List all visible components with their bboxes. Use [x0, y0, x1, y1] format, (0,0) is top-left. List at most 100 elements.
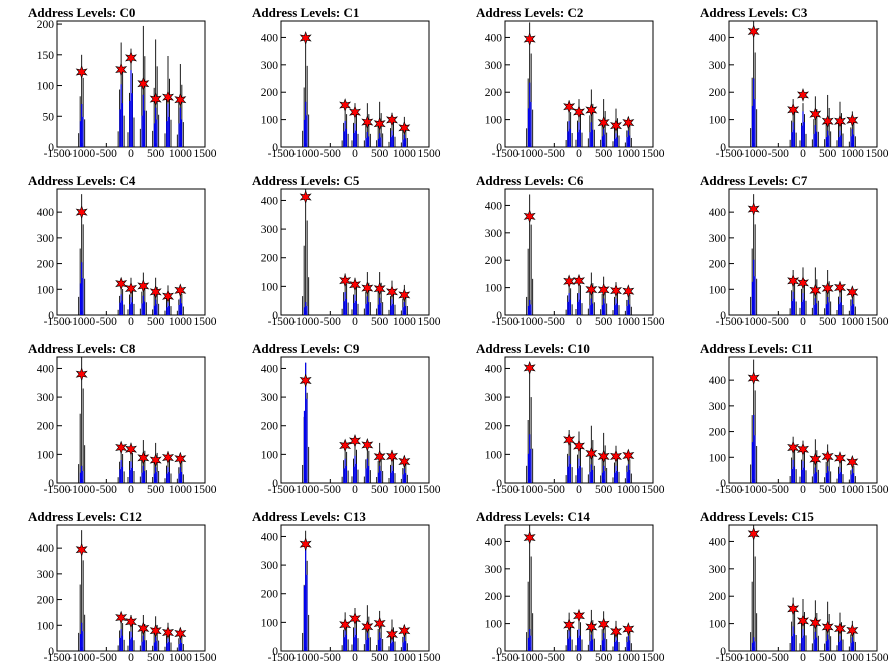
panel-title: Address Levels: C3	[700, 5, 808, 20]
histogram-svg: 0 100 200 300 400 -1500-1000 -500 0 500 1000 1500	[709, 20, 889, 160]
x-tick-label: 1500	[418, 652, 441, 664]
star-marker	[75, 367, 88, 382]
star-marker	[115, 610, 128, 625]
histogram-panel: Address Levels: C14 0 100 200 300 400 -1500 -10…	[448, 504, 672, 672]
star-marker	[834, 114, 846, 129]
x-tick-label: -1000	[292, 148, 319, 160]
star-marker	[349, 105, 361, 120]
x-tick-label: 500	[371, 316, 389, 328]
y-tick-label: 200	[261, 421, 279, 433]
star-marker	[585, 103, 598, 117]
y-tick-label: 0	[48, 142, 54, 154]
x-tick-label: 0	[576, 484, 582, 496]
star-marker	[834, 280, 846, 295]
x-tick-label: 1000	[169, 484, 192, 496]
star-marker	[339, 98, 352, 113]
x-tick-label: -500	[768, 484, 789, 496]
y-tick-label: 0	[48, 478, 54, 490]
x-tick-label: -500	[320, 148, 341, 160]
histogram-panel: Address Levels: C15 0 100 200 300 400 -1500 -10…	[672, 504, 896, 672]
y-tick-label: 0	[496, 310, 502, 322]
x-tick-label: 0	[800, 148, 806, 160]
star-marker	[834, 451, 846, 465]
panel-title: Address Levels: C12	[28, 509, 142, 524]
histogram-svg: 0 100 200 300 400 -1500-1000 -500 0 500 1000 1500	[261, 20, 441, 160]
x-tick-label: 1500	[866, 484, 889, 496]
star-marker	[787, 601, 800, 616]
star-marker	[809, 452, 822, 467]
star-marker	[834, 621, 846, 636]
y-tick-label: 300	[261, 224, 279, 236]
star-marker	[610, 118, 622, 133]
y-tick-label: 400	[261, 531, 279, 543]
star-marker	[563, 274, 576, 289]
x-tick-label: 1000	[841, 484, 864, 496]
y-tick-label: 0	[272, 142, 278, 154]
x-tick-label: -1000	[292, 316, 319, 328]
y-tick-label: 0	[48, 310, 54, 322]
x-tick-label: 1000	[617, 316, 640, 328]
star-marker	[174, 451, 187, 466]
y-tick-label: 400	[709, 207, 727, 219]
y-tick-label: 100	[709, 452, 727, 464]
star-marker	[162, 289, 174, 304]
x-tick-label: -1500	[492, 148, 519, 160]
x-tick-label: 0	[352, 148, 358, 160]
y-tick-label: 0	[496, 478, 502, 490]
x-tick-label: -1000	[68, 316, 95, 328]
histogram-panel: Address Levels: C10 0 100 200 300 400 -1500 -10…	[448, 336, 672, 504]
panel-title: Address Levels: C6	[476, 173, 584, 188]
star-marker	[563, 99, 576, 114]
star-marker	[349, 277, 361, 292]
star-marker	[797, 275, 809, 290]
histogram-panel: Address Levels: C11 0 100 200 300 400 -1500 -10…	[672, 336, 896, 504]
x-tick-label: -1500	[716, 148, 743, 160]
panel-title: Address Levels: C13	[252, 509, 366, 524]
y-tick-label: 300	[485, 564, 503, 576]
x-tick-label: 500	[819, 484, 837, 496]
star-marker	[398, 120, 411, 135]
x-tick-label: -500	[544, 148, 565, 160]
x-tick-label: 1500	[418, 316, 441, 328]
x-tick-label: -1000	[516, 652, 543, 664]
y-tick-label: 300	[261, 60, 279, 72]
star-marker	[149, 92, 162, 106]
x-tick-label: 1500	[194, 652, 217, 664]
star-marker	[821, 449, 834, 464]
x-tick-label: -1000	[516, 316, 543, 328]
y-tick-label: 100	[261, 115, 279, 127]
x-tick-label: 1500	[642, 148, 665, 160]
star-marker	[162, 90, 174, 105]
star-marker	[747, 24, 760, 39]
x-tick-label: 500	[147, 148, 165, 160]
star-marker	[523, 209, 536, 224]
star-marker	[573, 273, 585, 288]
star-marker	[585, 619, 598, 634]
x-tick-label: 0	[128, 652, 134, 664]
star-marker	[809, 283, 822, 298]
y-tick-label: 300	[37, 233, 55, 245]
star-marker	[573, 608, 585, 623]
star-marker	[398, 288, 411, 302]
y-tick-label: 150	[37, 50, 55, 62]
star-marker	[137, 621, 150, 636]
x-tick-label: -1500	[716, 316, 743, 328]
x-tick-label: 1000	[841, 148, 864, 160]
star-marker	[299, 373, 312, 388]
y-tick-label: 200	[709, 591, 727, 603]
y-tick-label: 400	[485, 32, 503, 44]
x-tick-label: 1000	[393, 484, 416, 496]
histogram-panel: Address Levels: C6 0 100 200 300 400 -1500 -100…	[448, 168, 672, 336]
y-tick-label: 200	[485, 421, 503, 433]
star-marker	[125, 614, 137, 629]
histogram-svg: 0 100 200 300 400 -1500-1000 -500 0 500 1000 1500	[709, 188, 889, 328]
y-tick-label: 200	[37, 595, 55, 607]
y-tick-label: 100	[261, 281, 279, 293]
star-marker	[610, 624, 622, 639]
star-marker	[809, 107, 822, 122]
star-marker	[361, 281, 374, 295]
y-tick-label: 0	[720, 310, 726, 322]
y-tick-label: 50	[43, 111, 55, 123]
histogram-panel: Address Levels: C0 0 50 100 150 200 -1500 -1000…	[0, 0, 224, 168]
